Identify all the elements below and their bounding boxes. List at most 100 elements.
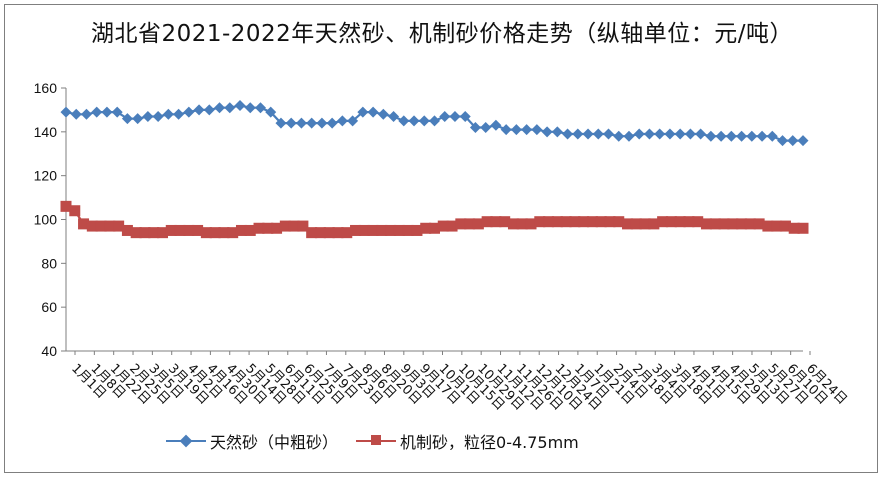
data-point-manufactured-sand [95,220,107,232]
data-point-manufactured-sand [139,227,151,239]
data-point-natural-sand [121,113,133,125]
data-point-natural-sand [183,106,195,118]
data-point-manufactured-sand [157,227,169,239]
data-point-manufactured-sand [130,227,142,239]
data-point-natural-sand [306,117,318,129]
data-point-natural-sand [521,124,533,136]
data-point-manufactured-sand [411,224,423,236]
data-point-natural-sand [643,128,655,140]
data-point-manufactured-sand [534,216,546,228]
data-point-manufactured-sand [692,216,704,228]
data-point-manufactured-sand [429,222,440,234]
y-tick-label: 40 [41,343,57,359]
data-point-manufactured-sand [779,220,791,232]
data-point-natural-sand [592,128,604,140]
data-point-manufactured-sand [507,218,519,230]
legend-entry-manufactured-sand: 机制砂，粒径0-4.75mm [356,429,579,453]
data-point-natural-sand [500,124,512,136]
y-tick-label: 120 [34,168,58,184]
data-point-manufactured-sand [69,205,81,217]
data-point-natural-sand [633,128,645,140]
data-point-manufactured-sand [630,218,642,230]
legend-entry-natural-sand: 天然砂（中粗砂） [166,429,338,453]
data-point-manufactured-sand [700,218,712,230]
data-point-manufactured-sand [595,216,607,228]
data-point-manufactured-sand [279,220,291,232]
data-point-natural-sand [572,128,584,140]
data-point-natural-sand [736,130,748,142]
legend-label-natural-sand: 天然砂（中粗砂） [210,433,339,452]
data-point-manufactured-sand [771,220,783,232]
data-point-manufactured-sand [543,216,555,228]
data-point-natural-sand [326,117,338,129]
legend-swatch-manufactured-sand [356,434,397,448]
data-point-manufactured-sand [393,224,405,236]
data-point-manufactured-sand [613,216,625,228]
data-point-natural-sand [193,104,205,116]
data-point-manufactured-sand [209,227,221,239]
data-point-natural-sand [142,110,154,122]
y-tick-label: 100 [34,212,58,228]
data-point-manufactured-sand [104,220,116,232]
legend: 天然砂（中粗砂） 机制砂，粒径0-4.75mm [166,429,579,453]
data-point-manufactured-sand [183,224,195,236]
data-point-natural-sand [459,110,471,122]
data-point-natural-sand [91,106,103,118]
data-point-natural-sand [664,128,676,140]
chart-title: 湖北省2021-2022年天然砂、机制砂价格走势（纵轴单位：元/吨） [90,21,794,47]
data-point-manufactured-sand [350,224,362,236]
data-point-manufactured-sand [200,227,212,239]
data-point-manufactured-sand [499,216,511,228]
data-point-manufactured-sand [683,216,695,228]
data-point-manufactured-sand [674,216,686,228]
data-point-manufactured-sand [262,222,274,234]
data-point-manufactured-sand [271,222,283,234]
data-point-manufactured-sand [244,224,256,236]
data-point-natural-sand [367,106,379,118]
y-tick-label: 80 [41,255,57,271]
data-point-manufactured-sand [639,218,651,230]
data-point-natural-sand [80,108,92,120]
legend-marker-diamond [179,434,193,448]
y-tick-label: 160 [34,80,58,96]
data-point-natural-sand [756,130,768,142]
data-point-manufactured-sand [86,220,98,232]
data-point-manufactured-sand [332,227,344,239]
data-point-manufactured-sand [121,224,133,236]
data-point-manufactured-sand [490,216,502,228]
data-point-manufactured-sand [736,218,748,230]
data-point-natural-sand [797,135,809,147]
data-point-natural-sand [234,100,246,112]
data-point-manufactured-sand [402,224,414,236]
data-point-manufactured-sand [718,218,730,230]
data-point-natural-sand [347,115,359,127]
data-point-manufactured-sand [288,220,300,232]
data-point-manufactured-sand [753,218,765,230]
data-point-natural-sand [603,128,615,140]
data-point-natural-sand [357,106,369,118]
data-point-natural-sand [725,130,737,142]
data-point-manufactured-sand [665,216,677,228]
data-point-manufactured-sand [60,200,72,212]
data-point-natural-sand [787,135,799,147]
data-point-manufactured-sand [174,224,186,236]
data-point-natural-sand [244,102,256,114]
data-point-natural-sand [613,130,625,142]
data-point-natural-sand [111,106,123,118]
data-point-manufactured-sand [358,224,370,236]
data-point-manufactured-sand [253,222,265,234]
data-point-manufactured-sand [604,216,616,228]
data-point-manufactured-sand [788,222,800,234]
data-point-natural-sand [162,108,174,120]
data-point-natural-sand [654,128,666,140]
data-point-manufactured-sand [709,218,721,230]
data-point-natural-sand [469,121,481,133]
data-point-manufactured-sand [727,218,739,230]
data-point-natural-sand [70,108,82,120]
data-point-natural-sand [510,124,522,136]
data-point-manufactured-sand [437,220,449,232]
data-point-natural-sand [214,102,226,114]
data-point-natural-sand [562,128,574,140]
data-point-manufactured-sand [420,222,432,234]
